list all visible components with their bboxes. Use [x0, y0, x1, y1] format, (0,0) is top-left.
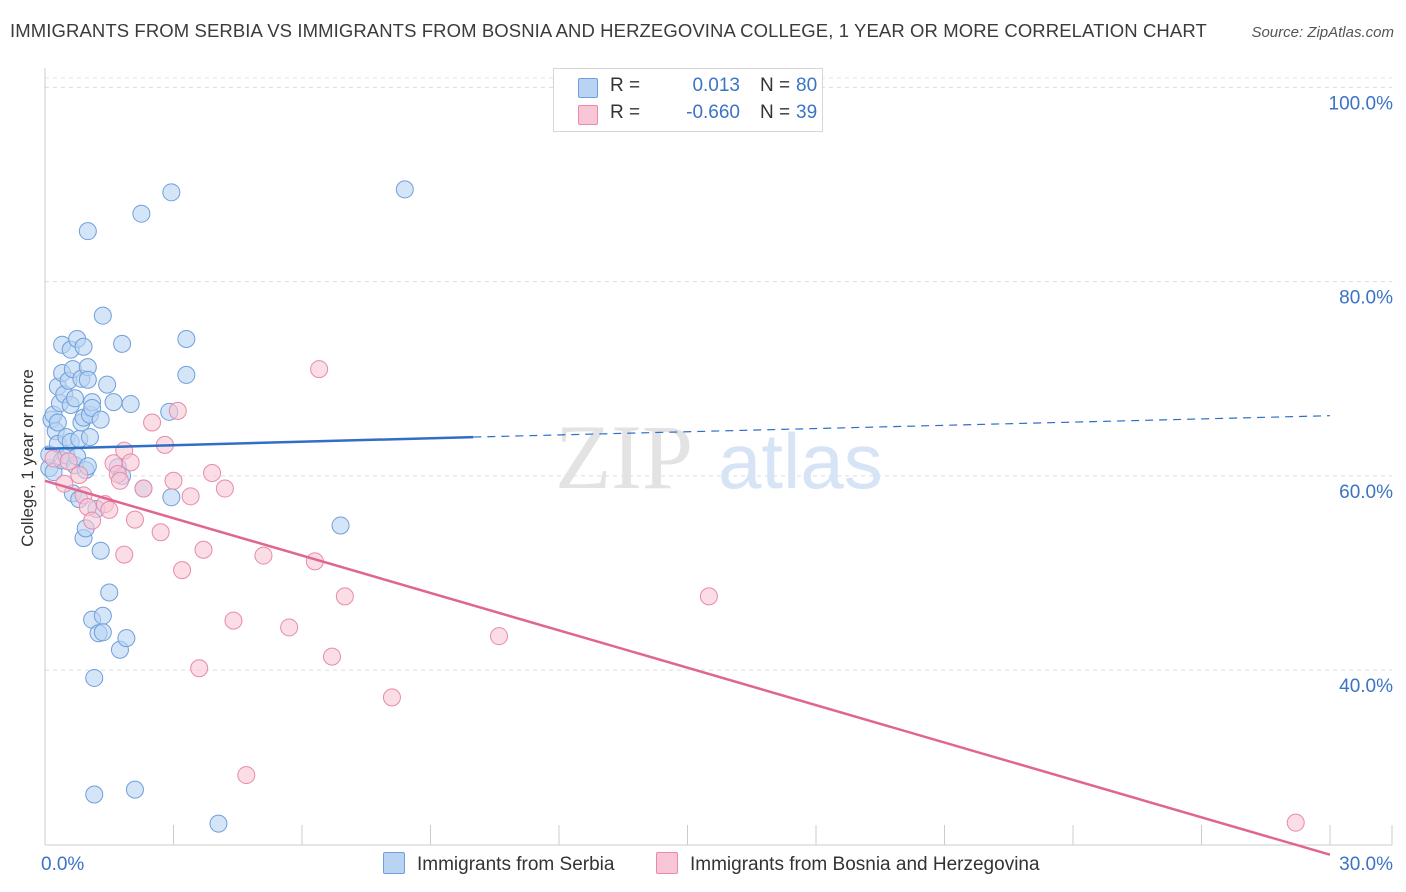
serbia-point	[209, 814, 228, 833]
legend-swatch-bosnia	[578, 105, 598, 125]
serbia-trend-line	[44, 435, 474, 450]
serbia-point	[78, 370, 97, 389]
x-tick-label: 30.0%	[1339, 854, 1393, 875]
watermark-atlas: atlas	[718, 417, 883, 505]
bosnia-point	[181, 487, 200, 506]
serbia-point	[113, 334, 132, 353]
bosnia-trend-line	[44, 479, 1331, 856]
serbia-point	[162, 183, 181, 202]
bottom-legend-swatch-serbia	[383, 852, 405, 874]
legend-n-value: 39	[796, 102, 818, 123]
serbia-point	[93, 606, 112, 625]
legend-r-label: R =	[610, 102, 641, 123]
bosnia-point	[173, 561, 192, 580]
watermark-zip: ZIP	[555, 406, 693, 508]
bosnia-point	[190, 659, 209, 678]
serbia-point	[48, 413, 67, 432]
bottom-legend-swatch-bosnia	[656, 852, 678, 874]
serbia-point	[91, 410, 110, 429]
x-tick-label: 0.0%	[41, 854, 84, 875]
bosnia-point	[382, 688, 401, 707]
legend-r-label: R =	[610, 75, 641, 96]
trend-lines	[44, 415, 1331, 856]
bosnia-point	[110, 471, 129, 490]
serbia-point	[395, 180, 414, 199]
bosnia-point	[215, 479, 234, 498]
legend-n-label: N =	[760, 102, 791, 123]
serbia-point	[117, 629, 136, 648]
bosnia-point	[254, 546, 273, 565]
serbia-point	[125, 780, 144, 799]
bosnia-point	[121, 453, 140, 472]
serbia-point	[65, 389, 84, 408]
y-tick-label: 100.0%	[1329, 93, 1394, 114]
bosnia-point	[115, 545, 134, 564]
bottom-legend-bosnia: Immigrants from Bosnia and Herzegovina	[656, 852, 1040, 876]
watermark: ZIP atlas	[555, 406, 883, 508]
serbia-point	[177, 329, 196, 348]
correlation-legend: R = 0.013 N = 80 R = -0.660 N = 39	[553, 68, 823, 132]
bosnia-point	[203, 464, 222, 483]
y-tick-label: 40.0%	[1339, 676, 1393, 697]
serbia-trend-extension	[473, 415, 1331, 438]
legend-r-value: -0.660	[686, 102, 740, 123]
bosnia-point	[237, 766, 256, 785]
bosnia-point	[224, 611, 243, 630]
serbia-point	[91, 541, 110, 560]
legend-n-label: N =	[760, 75, 791, 96]
bosnia-point	[699, 587, 718, 606]
bosnia-point	[59, 452, 78, 471]
bosnia-point	[44, 449, 63, 468]
data-points	[40, 180, 1305, 833]
bosnia-point	[490, 627, 509, 646]
serbia-point	[100, 583, 119, 602]
bosnia-point	[134, 479, 153, 498]
serbia-point	[85, 785, 104, 804]
serbia-point	[132, 204, 151, 223]
bottom-legend-label-bosnia: Immigrants from Bosnia and Herzegovina	[690, 854, 1040, 875]
serbia-point	[177, 365, 196, 384]
chart-title: IMMIGRANTS FROM SERBIA VS IMMIGRANTS FRO…	[10, 20, 1207, 41]
serbia-point	[74, 337, 93, 356]
serbia-point	[98, 375, 117, 394]
serbia-point	[85, 668, 104, 687]
bosnia-point	[322, 647, 341, 666]
legend-n-value: 80	[796, 75, 818, 96]
serbia-point	[93, 623, 112, 642]
bosnia-point	[151, 523, 170, 542]
bosnia-point	[194, 540, 213, 559]
serbia-point	[121, 395, 140, 414]
legend-r-value: 0.013	[692, 75, 740, 96]
bosnia-point	[335, 587, 354, 606]
bosnia-point	[83, 511, 102, 530]
bosnia-point	[164, 471, 183, 490]
bosnia-point	[125, 510, 144, 529]
bosnia-point	[280, 618, 299, 637]
bosnia-point	[1286, 813, 1305, 832]
y-axis-label: College, 1 year or more	[18, 369, 37, 547]
bosnia-point	[100, 500, 119, 519]
serbia-point	[162, 488, 181, 507]
serbia-point	[104, 393, 123, 412]
bosnia-point	[143, 413, 162, 432]
bosnia-point	[168, 401, 187, 420]
grid-lines	[45, 77, 1392, 671]
tick-labels: 100.0% 80.0% 60.0% 40.0% 0.0% 30.0%	[41, 93, 1393, 875]
source-label: Source: ZipAtlas.com	[1251, 24, 1394, 41]
bottom-legend-label-serbia: Immigrants from Serbia	[417, 854, 615, 875]
legend-swatch-serbia	[578, 78, 598, 98]
bottom-legend-serbia: Immigrants from Serbia	[383, 852, 614, 876]
serbia-point	[78, 222, 97, 241]
serbia-point	[80, 428, 99, 447]
serbia-point	[331, 516, 350, 535]
bosnia-point	[310, 360, 329, 379]
y-tick-label: 60.0%	[1339, 482, 1393, 503]
serbia-point	[93, 306, 112, 325]
bosnia-point	[70, 465, 89, 484]
y-tick-label: 80.0%	[1339, 288, 1393, 309]
